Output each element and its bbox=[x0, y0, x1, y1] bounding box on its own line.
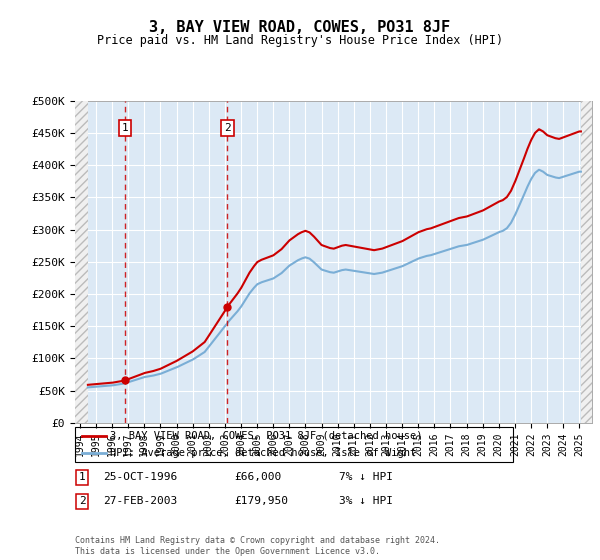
Text: Price paid vs. HM Land Registry's House Price Index (HPI): Price paid vs. HM Land Registry's House … bbox=[97, 34, 503, 46]
Text: 1: 1 bbox=[122, 123, 128, 133]
Text: 27-FEB-2003: 27-FEB-2003 bbox=[103, 496, 178, 506]
Bar bbox=[581, 101, 592, 423]
Text: 2: 2 bbox=[79, 496, 86, 506]
Text: 7% ↓ HPI: 7% ↓ HPI bbox=[339, 472, 393, 482]
Text: 2: 2 bbox=[224, 123, 231, 133]
Bar bbox=[75, 101, 88, 423]
Text: 3% ↓ HPI: 3% ↓ HPI bbox=[339, 496, 393, 506]
Text: 3, BAY VIEW ROAD, COWES, PO31 8JF (detached house): 3, BAY VIEW ROAD, COWES, PO31 8JF (detac… bbox=[110, 431, 422, 441]
Text: 3, BAY VIEW ROAD, COWES, PO31 8JF: 3, BAY VIEW ROAD, COWES, PO31 8JF bbox=[149, 20, 451, 35]
Text: Contains HM Land Registry data © Crown copyright and database right 2024.
This d: Contains HM Land Registry data © Crown c… bbox=[75, 536, 440, 556]
Text: 25-OCT-1996: 25-OCT-1996 bbox=[103, 472, 178, 482]
Text: £66,000: £66,000 bbox=[234, 472, 281, 482]
Text: £179,950: £179,950 bbox=[234, 496, 288, 506]
Text: 1: 1 bbox=[79, 472, 86, 482]
Text: HPI: Average price, detached house, Isle of Wight: HPI: Average price, detached house, Isle… bbox=[110, 449, 416, 458]
